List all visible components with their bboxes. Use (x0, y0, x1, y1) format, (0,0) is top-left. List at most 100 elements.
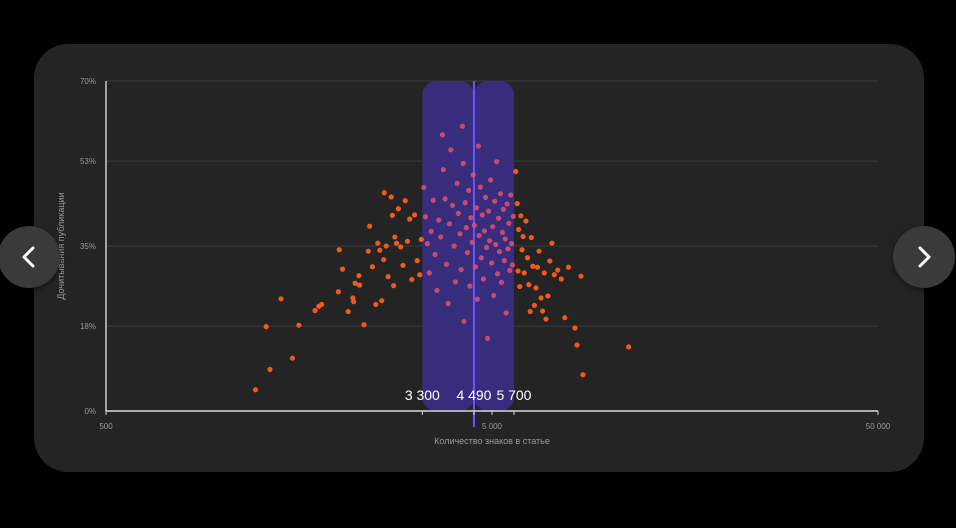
data-point (389, 212, 395, 218)
data-point (252, 387, 259, 393)
data-point (565, 264, 572, 270)
data-point (572, 325, 578, 331)
data-point (393, 240, 400, 246)
data-point (517, 283, 523, 290)
data-point (432, 251, 438, 258)
data-point (390, 283, 397, 289)
data-point (381, 190, 387, 196)
data-point (448, 147, 454, 153)
data-point (489, 260, 495, 266)
next-slide-button[interactable] (893, 226, 955, 288)
chevron-left-icon (22, 246, 35, 268)
data-point (482, 194, 489, 201)
data-point (267, 366, 273, 373)
data-point (319, 301, 325, 308)
data-point (454, 180, 460, 186)
data-point (357, 282, 363, 288)
data-point (459, 123, 465, 129)
data-point (351, 299, 357, 305)
data-point (508, 241, 515, 247)
data-point (375, 240, 381, 246)
data-point (369, 264, 376, 270)
data-point (518, 213, 524, 219)
chevron-right-icon (918, 246, 931, 268)
data-point (278, 296, 284, 302)
data-point (506, 220, 512, 226)
data-point (377, 247, 383, 253)
data-point (491, 292, 497, 299)
data-point (451, 243, 457, 249)
data-point (477, 184, 483, 190)
data-point (430, 197, 436, 203)
previous-slide-button[interactable] (0, 226, 60, 288)
band-value-label: 3 300 (405, 387, 440, 403)
data-point (488, 177, 494, 183)
data-point (521, 270, 527, 276)
y-axis-title: Дочитывания публикации (56, 192, 66, 299)
data-point (471, 222, 477, 228)
data-point (460, 160, 466, 167)
band-value-label: 4 490 (456, 387, 491, 403)
data-point (513, 168, 519, 175)
data-point (446, 221, 453, 227)
data-point (492, 198, 498, 204)
data-point (345, 308, 351, 315)
data-point (436, 217, 442, 223)
data-point (400, 262, 406, 268)
data-point (478, 255, 484, 261)
x-tick-label: 50 000 (866, 422, 891, 431)
data-point (486, 208, 492, 214)
data-point (452, 279, 459, 285)
data-point (392, 234, 398, 240)
data-point (495, 271, 501, 277)
data-point (455, 210, 461, 217)
data-point (515, 268, 521, 274)
data-point (510, 213, 516, 219)
data-point (578, 273, 584, 279)
data-point (509, 262, 516, 268)
data-point (480, 276, 487, 282)
y-tick-label: 0% (84, 407, 96, 416)
data-point (381, 257, 387, 263)
y-tick-label: 53% (80, 157, 96, 166)
data-point (495, 215, 502, 221)
data-point (524, 255, 531, 261)
data-point (494, 159, 500, 165)
x-axis-title: Количество знаков в статье (434, 436, 550, 446)
data-point (426, 270, 432, 276)
data-point (479, 212, 485, 218)
data-point (409, 276, 415, 283)
data-point (558, 276, 564, 282)
data-point (505, 246, 511, 252)
data-point (422, 214, 428, 220)
data-point (289, 355, 295, 361)
data-point (385, 274, 391, 280)
data-point (336, 247, 342, 253)
x-tick-label: 500 (99, 422, 113, 431)
data-point (533, 285, 539, 291)
data-point (549, 240, 555, 246)
data-point (466, 187, 472, 193)
data-point (449, 202, 456, 209)
data-point (439, 132, 446, 138)
data-point (443, 261, 450, 267)
data-point (514, 200, 520, 207)
data-point (414, 258, 420, 264)
data-point (398, 244, 404, 250)
data-point (421, 184, 427, 191)
data-point (531, 302, 538, 308)
data-point (379, 298, 385, 304)
data-point (497, 191, 504, 197)
data-point (388, 194, 394, 200)
y-tick-label: 70% (80, 77, 96, 86)
highlight-band-left (422, 81, 474, 411)
data-point (498, 279, 505, 285)
data-point (534, 264, 541, 270)
data-point (490, 224, 496, 230)
data-point (483, 244, 490, 251)
data-point (502, 236, 508, 242)
data-point (296, 322, 302, 328)
data-point (538, 295, 544, 301)
data-point (536, 248, 542, 254)
data-point (516, 226, 522, 233)
